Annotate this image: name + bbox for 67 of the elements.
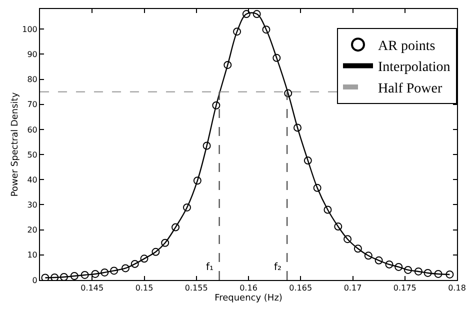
point [80,270,89,279]
point [100,268,109,276]
point [91,270,100,278]
point [172,223,180,232]
legend-label: AR points [378,39,436,54]
point [344,235,352,244]
point [404,266,412,274]
y-tick-label: 90 [27,50,38,59]
point [140,254,148,263]
point [294,124,302,132]
y-axis-title: Power Spectral Density [10,92,20,197]
point [130,260,139,268]
y-tick-label: 50 [27,150,38,160]
x-tick-label: 0.18 [448,284,466,293]
point [212,101,220,110]
y-tick-label: 0 [32,276,38,285]
y-tick-label: 30 [27,200,38,210]
point [70,272,78,280]
point [252,10,261,18]
point [193,176,202,185]
point [262,26,270,34]
point [110,266,118,275]
x-tick-label: 0.15 [135,284,154,293]
point [182,203,191,212]
point [424,268,432,277]
point [304,156,312,165]
point [313,184,322,192]
point [272,54,281,62]
point [434,270,442,278]
point [233,28,242,36]
point [161,238,170,247]
y-tick-label: 40 [27,175,38,184]
ref-line-label: f₁ [206,262,214,273]
x-tick-label: 0.175 [393,284,416,293]
point [284,89,292,98]
point [324,206,332,214]
point [224,60,232,69]
x-tick-label: 0.145 [80,284,104,293]
point [414,267,422,276]
ref-line-label: f₂ [274,262,282,273]
x-tick-label: 0.17 [344,284,362,293]
point [41,274,50,280]
x-tick-label: 0.165 [289,284,312,293]
point [202,142,211,150]
point [374,256,383,264]
point [385,260,394,268]
point [152,248,160,256]
y-tick-label: 70 [27,100,38,110]
point [121,264,130,272]
y-tick-label: 10 [27,250,38,260]
x-axis-title: Frequency (Hz) [214,293,282,304]
point [446,270,454,278]
point [364,252,372,260]
x-tick-label: 0.155 [184,284,208,293]
y-tick-label: 60 [27,125,38,134]
legend-label: Interpolation [378,60,450,76]
point [394,262,403,271]
point [50,273,59,280]
y-tick-label: 80 [27,75,38,84]
y-tick-label: 100 [22,24,38,34]
x-tick-label: 0.16 [240,284,258,293]
y-tick-label: 20 [27,226,38,235]
ref-line-label: Half Power [378,81,442,96]
point [60,272,68,280]
point [242,10,250,18]
point [354,244,362,253]
point [334,222,342,231]
